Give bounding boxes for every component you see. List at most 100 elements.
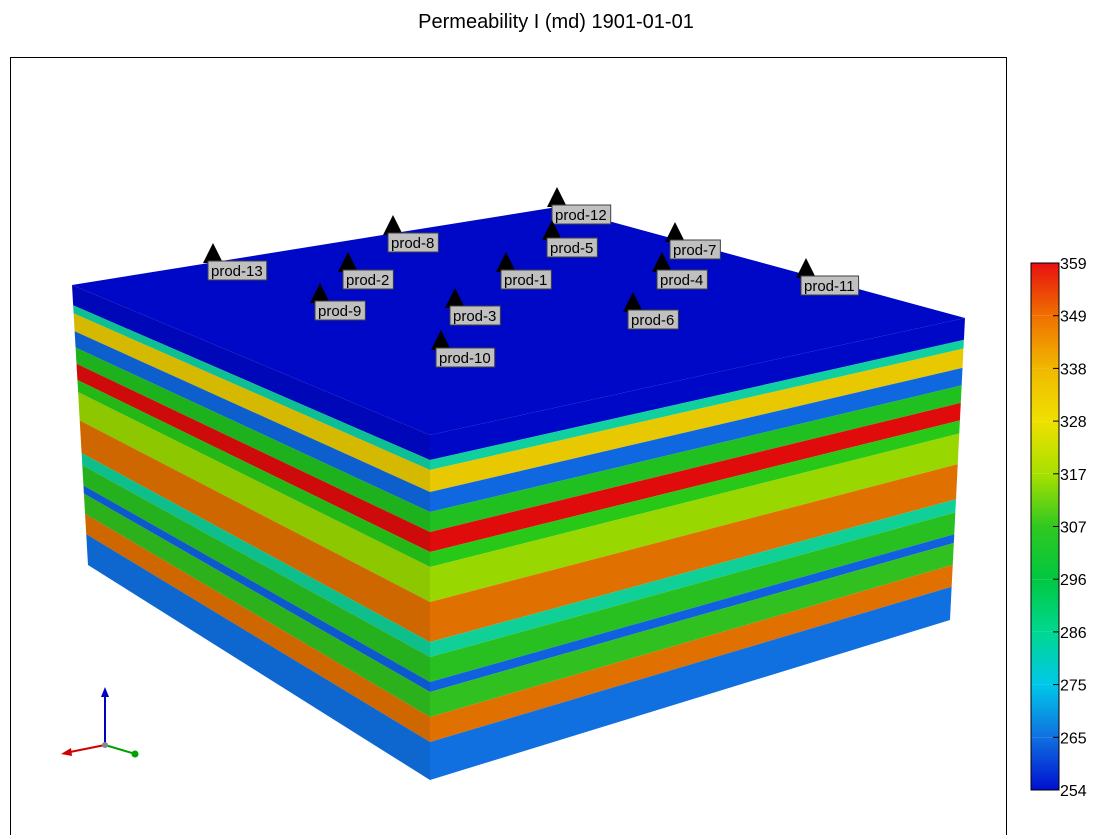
title: Permeability I (md) 1901-01-01 <box>418 11 694 33</box>
color-band <box>1031 631 1059 685</box>
well-marker <box>652 252 672 272</box>
layer <box>81 453 430 657</box>
well-label-box <box>551 204 612 225</box>
layer <box>74 331 430 512</box>
layer <box>79 420 430 642</box>
well-marker <box>496 252 516 272</box>
well-marker <box>383 215 403 235</box>
well-label: prod-2 <box>346 272 389 289</box>
well-label: prod-11 <box>804 278 855 295</box>
layer <box>430 433 960 602</box>
well: prod-1 <box>500 269 552 290</box>
well: prod-8 <box>387 232 439 253</box>
well-label: prod-1 <box>504 272 547 289</box>
layer <box>430 318 965 460</box>
layer <box>430 464 958 642</box>
well-label: prod-12 <box>555 207 607 224</box>
color-band <box>1031 315 1059 369</box>
well-label: prod-10 <box>439 350 491 367</box>
layer <box>430 385 962 532</box>
tick-label: 328 <box>1060 414 1087 431</box>
tick-label: 286 <box>1060 625 1087 642</box>
layer <box>72 285 430 460</box>
well: prod-5 <box>546 237 598 258</box>
layer <box>430 402 961 552</box>
color-bar: 359 349 338 328 317 307 296 286 275 265 254 <box>1030 256 1087 800</box>
color-band <box>1031 368 1059 422</box>
color-band <box>1031 421 1059 474</box>
tick-label: 317 <box>1060 467 1087 484</box>
layer <box>78 392 431 602</box>
well-label-box <box>387 232 439 253</box>
well-label-box <box>207 260 268 281</box>
color-band <box>1031 737 1059 790</box>
well-marker <box>796 258 816 278</box>
well-label-box <box>669 239 721 260</box>
viewport-frame <box>10 57 1007 840</box>
tick-label: 275 <box>1060 678 1087 695</box>
well: prod-13 <box>207 260 268 281</box>
well: prod-11 <box>800 275 860 296</box>
well-marker <box>665 222 685 242</box>
well-marker <box>203 243 223 263</box>
color-band <box>1031 263 1059 316</box>
color-band <box>1031 473 1059 527</box>
layer <box>85 513 431 742</box>
well: prod-6 <box>627 309 679 330</box>
layer <box>75 347 430 532</box>
well-label-box <box>342 269 394 290</box>
axis-triad <box>61 687 139 758</box>
well-marker <box>623 292 643 312</box>
tick-label: 349 <box>1060 309 1087 326</box>
tick-label: 296 <box>1060 572 1087 589</box>
well-label-box <box>449 305 501 326</box>
well-label-box <box>435 347 496 368</box>
face-shade <box>72 285 430 780</box>
layer <box>430 564 953 742</box>
layer <box>430 420 960 567</box>
color-band <box>1031 526 1059 580</box>
layer <box>83 485 430 692</box>
color-band <box>1031 579 1059 632</box>
well-label: prod-8 <box>391 235 434 252</box>
well: prod-10 <box>435 347 496 368</box>
well-label-box <box>500 269 552 290</box>
well: prod-9 <box>314 300 366 321</box>
well-marker <box>431 330 451 350</box>
tick-label: 254 <box>1060 783 1087 800</box>
well-label: prod-6 <box>631 312 674 329</box>
layer <box>430 348 964 492</box>
layer <box>430 339 964 470</box>
well-label-box <box>314 300 366 321</box>
well-label: prod-7 <box>673 242 716 259</box>
well-label: prod-3 <box>453 308 496 325</box>
layer <box>76 363 431 552</box>
layer <box>430 534 955 692</box>
well-label: prod-5 <box>550 240 593 257</box>
well-marker <box>445 288 465 308</box>
well-label: prod-4 <box>660 272 703 289</box>
well: prod-12 <box>551 204 612 225</box>
well-label-box <box>800 275 860 296</box>
reservoir-block <box>72 207 965 780</box>
color-band <box>1031 684 1059 738</box>
layer <box>73 305 430 470</box>
well-marker <box>338 252 358 272</box>
well: prod-3 <box>449 305 501 326</box>
tick-label: 265 <box>1060 730 1087 747</box>
well-label-box <box>627 309 679 330</box>
well-label: prod-13 <box>211 263 263 280</box>
well: prod-7 <box>669 239 721 260</box>
well-label: prod-9 <box>318 303 361 320</box>
well-label-box <box>546 237 598 258</box>
well-marker <box>547 187 567 207</box>
well-marker <box>542 220 562 240</box>
layer <box>430 367 963 512</box>
top-face <box>72 207 965 435</box>
layer <box>430 499 956 657</box>
layer <box>86 534 431 780</box>
layer <box>430 542 954 717</box>
layer <box>73 313 430 492</box>
layer <box>82 465 430 682</box>
